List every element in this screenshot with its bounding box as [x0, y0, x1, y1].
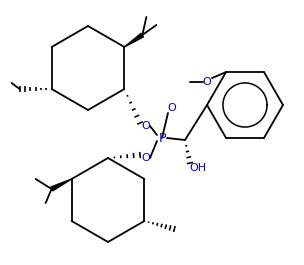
Text: O: O: [168, 103, 176, 113]
Text: O: O: [142, 121, 150, 131]
Polygon shape: [50, 179, 72, 191]
Text: O: O: [203, 77, 211, 87]
Polygon shape: [124, 33, 144, 47]
Text: P: P: [158, 131, 166, 144]
Text: O: O: [142, 153, 150, 163]
Text: OH: OH: [189, 163, 206, 173]
